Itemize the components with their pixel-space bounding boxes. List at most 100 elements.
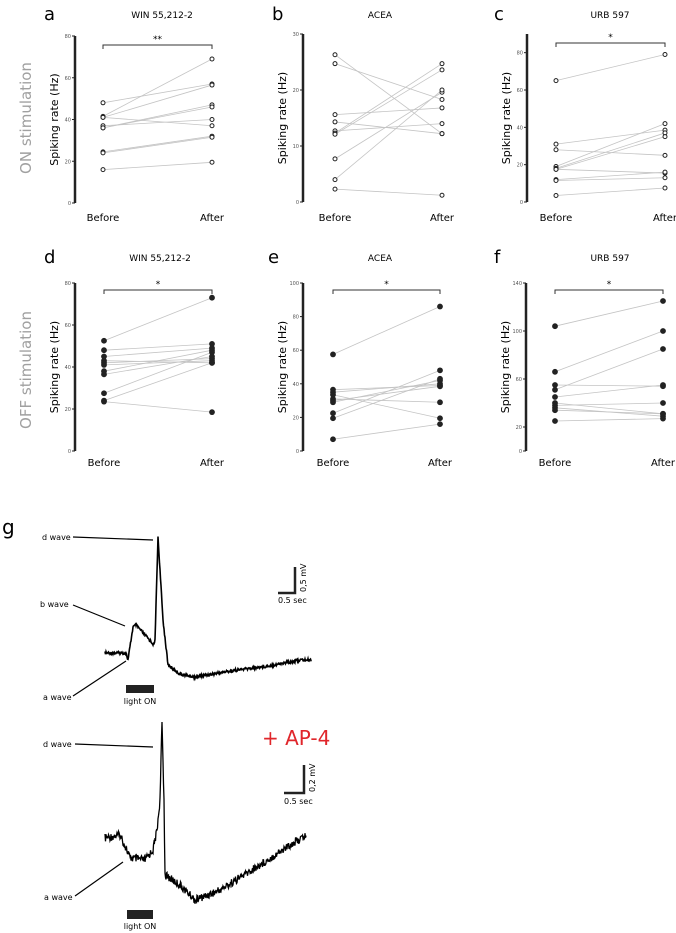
paired-charts: a WIN 55,212-2 0 20 40 60 80 Spiking rate (Hz) B… <box>44 4 676 469</box>
pair-line <box>554 409 664 415</box>
scale-v-bottom: 0,2 mV <box>308 763 317 792</box>
label-b-wave: b wave <box>40 600 69 609</box>
data-point-before <box>101 371 107 378</box>
pair-line <box>102 161 213 170</box>
label-a-wave-bottom: a wave <box>44 893 73 902</box>
pair-line <box>334 91 443 160</box>
data-point-before <box>552 382 558 388</box>
erg-trace-ap4 <box>104 721 307 905</box>
x-category-label: Before <box>319 213 352 224</box>
data-point-after <box>209 359 215 366</box>
y-tick-label: 20 <box>517 163 523 169</box>
pair-line <box>555 136 666 170</box>
significance-bracket <box>103 289 213 294</box>
y-axis-label: Spiking rate (Hz) <box>276 72 289 164</box>
y-tick-label: 60 <box>65 76 71 82</box>
pair-line <box>332 369 441 414</box>
data-point-before <box>100 167 106 173</box>
data-point-before <box>330 415 336 422</box>
y-axis-label: Spiking rate (Hz) <box>48 321 61 413</box>
pair-line <box>334 89 443 180</box>
panel-g: g d wave b wave a wave light ON 0,5 mV 0… <box>2 515 330 931</box>
data-point-after <box>662 175 668 181</box>
y-tick-label: 80 <box>65 34 71 40</box>
data-point-before <box>332 131 338 137</box>
data-point-before <box>330 436 336 443</box>
pair-line <box>554 348 664 391</box>
data-point-after <box>209 349 215 356</box>
pointer-a-wave-top <box>72 660 127 697</box>
significance-stars: * <box>156 280 161 290</box>
y-tick-label: 20 <box>293 415 299 421</box>
data-point-after <box>660 382 666 388</box>
y-tick-label: 20 <box>293 88 299 94</box>
data-point-before <box>332 52 338 58</box>
significance-stars: * <box>607 280 612 290</box>
data-point-before <box>330 399 336 406</box>
data-point-after <box>439 97 445 103</box>
data-point-after <box>662 185 668 191</box>
x-category-label: Before <box>88 458 121 469</box>
pair-line <box>554 384 664 387</box>
pair-line <box>334 63 443 134</box>
pair-line <box>332 398 441 403</box>
pair-line <box>334 121 443 135</box>
significance-stars: * <box>384 280 389 290</box>
pair-line <box>102 58 213 117</box>
data-point-after <box>660 415 666 422</box>
data-point-after <box>437 421 443 428</box>
data-point-before <box>553 192 559 198</box>
scale-v-top: 0,5 mV <box>299 563 308 592</box>
data-point-after <box>209 123 215 129</box>
data-point-before <box>553 78 559 84</box>
data-point-after <box>209 56 215 62</box>
data-point-before <box>330 351 336 358</box>
pair-line <box>555 171 666 180</box>
y-tick-label: 0 <box>68 449 71 455</box>
data-point-before <box>100 114 106 120</box>
panel-letter-e: e <box>268 247 279 268</box>
data-point-after <box>439 87 445 93</box>
pair-line <box>103 347 213 357</box>
pair-line <box>334 69 443 135</box>
data-point-after <box>439 131 445 137</box>
data-point-after <box>439 105 445 111</box>
x-category-label: Before <box>317 458 350 469</box>
pair-line <box>103 360 213 364</box>
x-category-label: After <box>653 213 676 224</box>
erg-trace-control <box>104 536 312 682</box>
pair-line <box>103 401 213 413</box>
y-tick-label: 40 <box>293 382 299 388</box>
data-point-after <box>209 159 215 165</box>
y-tick-label: 60 <box>516 377 522 383</box>
x-category-label: After <box>200 458 225 469</box>
data-point-after <box>209 104 215 110</box>
pair-line <box>555 132 666 169</box>
data-point-before <box>552 407 558 414</box>
pair-line <box>334 63 443 100</box>
data-point-after <box>662 152 668 158</box>
y-tick-label: 80 <box>65 281 71 287</box>
data-point-before <box>101 390 107 397</box>
y-tick-label: 20 <box>65 159 71 165</box>
panel-a: a WIN 55,212-2 0 20 40 60 80 Spiking rate (Hz) B… <box>44 4 225 224</box>
panel-letter-d: d <box>44 247 55 268</box>
pair-line <box>332 306 441 355</box>
pair-line <box>103 297 213 342</box>
data-point-before <box>332 177 338 183</box>
y-tick-label: 0 <box>68 201 71 207</box>
y-tick-label: 60 <box>517 88 523 94</box>
data-point-after <box>209 82 215 88</box>
light-on-bar-top <box>126 685 154 693</box>
pair-line <box>102 106 213 129</box>
data-point-before <box>332 119 338 125</box>
data-point-after <box>437 415 443 422</box>
data-point-after <box>437 367 443 374</box>
scale-bar-top <box>278 567 297 595</box>
x-category-label: Before <box>540 213 573 224</box>
data-point-before <box>100 150 106 156</box>
data-point-before <box>553 166 559 172</box>
pair-line <box>555 129 666 145</box>
pair-line <box>334 188 443 196</box>
